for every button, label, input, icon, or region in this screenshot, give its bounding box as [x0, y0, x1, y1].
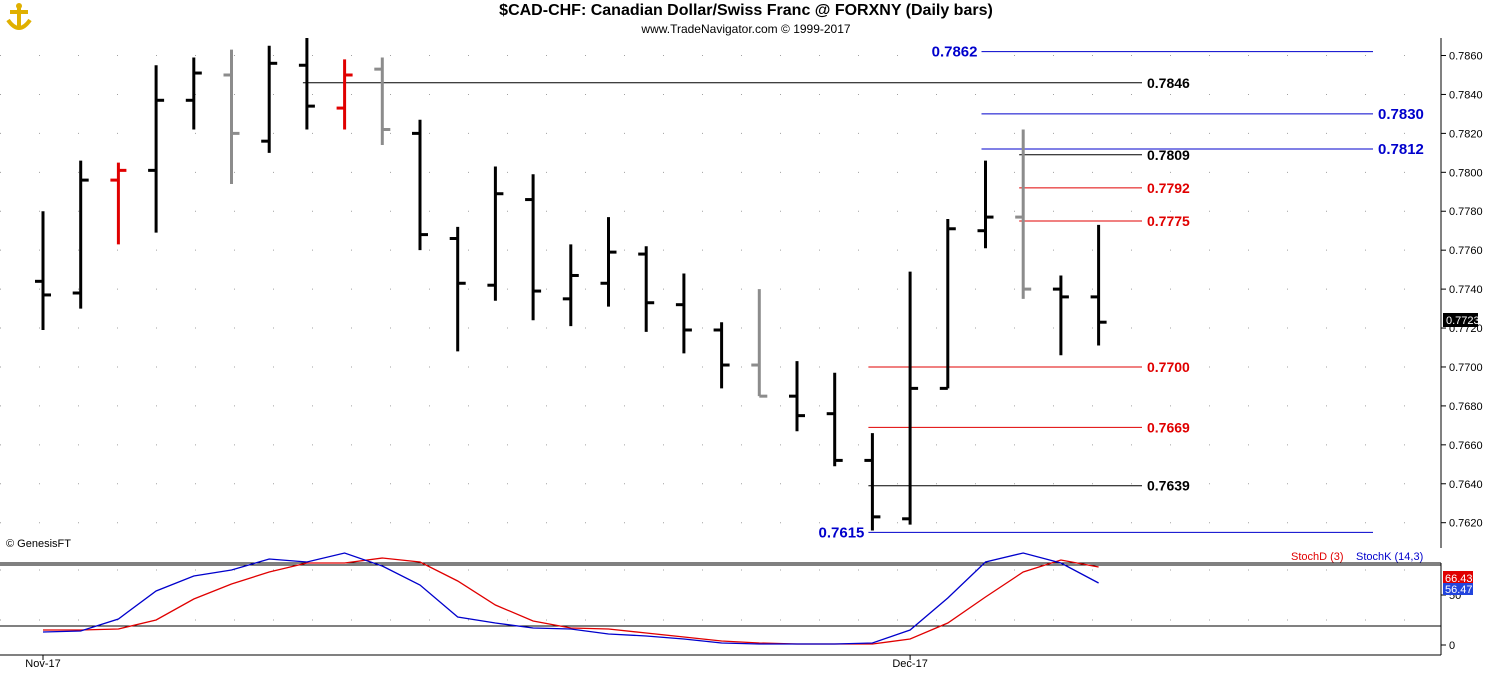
level-lines: 0.7862 0.7846 0.7830 0.7812 0.7809 0.7792 0.77… [302, 44, 1424, 541]
level-label: 0.7639 [1147, 478, 1190, 494]
ohlc-bar [148, 65, 165, 233]
ohlc-bar [449, 226, 466, 352]
legend-stochd: StochD (3) [1291, 551, 1344, 563]
ohlc-bar [789, 361, 805, 432]
price-tick-label: 0.7820 [1449, 128, 1483, 140]
price-tick-label: 0.7800 [1449, 167, 1483, 179]
ohlc-bar [525, 174, 542, 321]
ohlc-bar [600, 217, 617, 307]
copyright-label: © GenesisFT [6, 538, 71, 550]
chart-title: $CAD-CHF: Canadian Dollar/Swiss Franc @ … [499, 2, 993, 19]
ohlc-bar [110, 162, 127, 245]
ohlc-bar [72, 160, 89, 309]
stoch-grid [0, 569, 1441, 621]
ohlc-bar [185, 57, 202, 130]
level-label: 0.7862 [932, 44, 978, 61]
stochd-line [43, 557, 1099, 645]
price-tick-label: 0.7740 [1449, 284, 1483, 296]
date-axis: Nov-17 Dec-17 [0, 654, 1441, 670]
legend-stochk: StochK (14,3) [1356, 551, 1423, 563]
trade-navigator-logo-icon [6, 3, 32, 30]
level-label: 0.7700 [1147, 359, 1190, 375]
ohlc-bar [412, 119, 428, 251]
price-panel: 0.76200.76400.76600.76800.77000.77200.77… [0, 38, 1483, 564]
date-axis-labels: Nov-17 Dec-17 [25, 655, 928, 670]
stochk-line [42, 552, 1099, 645]
ohlc-bar [562, 244, 579, 327]
last-price-label: 0.7723 [1446, 315, 1480, 327]
price-tick-label: 0.7860 [1449, 51, 1483, 63]
price-tick-label: 0.7640 [1449, 479, 1483, 491]
ohlc-bar [1090, 224, 1107, 346]
ohlc-bar [864, 433, 881, 531]
price-tick-label: 0.7680 [1449, 401, 1483, 413]
stoch-axis-ticks: 050 [1441, 590, 1461, 652]
price-tick-label: 0.7620 [1449, 518, 1483, 530]
ohlc-bar [374, 57, 391, 146]
date-tick-label: Nov-17 [25, 658, 60, 670]
price-bars [35, 38, 1107, 531]
stoch-tick-label: 0 [1449, 640, 1455, 652]
ohlc-bar [902, 271, 919, 525]
ohlc-bar [35, 211, 51, 330]
ohlc-bar [223, 49, 240, 184]
chart-subtitle: www.TradeNavigator.com © 1999-2017 [641, 22, 851, 36]
level-label: 0.7615 [819, 524, 865, 541]
level-label: 0.7775 [1147, 213, 1190, 229]
ohlc-bar [336, 59, 353, 130]
ohlc-bar [487, 166, 504, 301]
price-tick-label: 0.7780 [1449, 206, 1483, 218]
ohlc-bar [751, 289, 768, 398]
price-axis-ticks: 0.76200.76400.76600.76800.77000.77200.77… [1441, 51, 1483, 530]
price-tick-label: 0.7700 [1449, 362, 1483, 374]
ohlc-bar [977, 160, 994, 249]
stochd-last-value: 66.43 [1445, 573, 1473, 585]
price-tick-label: 0.7660 [1449, 440, 1483, 452]
ohlc-bar [638, 246, 655, 332]
stochastic-panel: 050 StochD (3) StochK (14,3) 66.43 56.47 [0, 551, 1473, 655]
level-label: 0.7846 [1147, 75, 1190, 91]
level-label: 0.7669 [1147, 419, 1190, 435]
ohlc-bar [826, 372, 843, 467]
level-label: 0.7812 [1378, 141, 1424, 158]
level-label: 0.7830 [1378, 106, 1424, 123]
ohlc-bar [939, 219, 956, 390]
last-price-marker: 0.7723 [1443, 313, 1480, 327]
ohlc-bar [298, 38, 315, 130]
stochk-last-value: 56.47 [1445, 584, 1473, 596]
ohlc-bar [713, 322, 730, 389]
level-label: 0.7809 [1147, 147, 1190, 163]
level-label: 0.7792 [1147, 180, 1190, 196]
stoch-lines [42, 552, 1099, 645]
stochd-last-box [1443, 571, 1473, 584]
ohlc-bar [675, 273, 692, 354]
ohlc-bar [1015, 129, 1032, 299]
price-grid [0, 55, 1441, 524]
date-tick-label: Dec-17 [892, 658, 927, 670]
ohlc-bar [261, 45, 278, 153]
price-tick-label: 0.7840 [1449, 89, 1483, 101]
price-tick-label: 0.7760 [1449, 245, 1483, 257]
ohlc-bar [1052, 275, 1069, 356]
stochk-last-box [1443, 583, 1473, 595]
